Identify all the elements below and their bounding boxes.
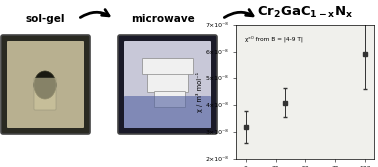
- FancyBboxPatch shape: [147, 73, 189, 93]
- FancyBboxPatch shape: [34, 78, 56, 110]
- Text: sol-gel: sol-gel: [25, 14, 65, 24]
- FancyBboxPatch shape: [124, 96, 211, 128]
- FancyBboxPatch shape: [143, 58, 194, 74]
- Text: $\mathbf{Cr_2GaC_{1-x}N_x}$: $\mathbf{Cr_2GaC_{1-x}N_x}$: [257, 5, 353, 20]
- FancyBboxPatch shape: [1, 35, 90, 134]
- Ellipse shape: [34, 71, 56, 99]
- FancyBboxPatch shape: [118, 35, 217, 134]
- FancyBboxPatch shape: [124, 41, 211, 128]
- Text: χᵉᴼ from B = |4-9 T|: χᵉᴼ from B = |4-9 T|: [245, 36, 302, 42]
- FancyBboxPatch shape: [7, 41, 84, 128]
- Y-axis label: χ / m³ mol⁻¹: χ / m³ mol⁻¹: [196, 72, 203, 112]
- Text: microwave: microwave: [131, 14, 195, 24]
- FancyBboxPatch shape: [155, 92, 186, 108]
